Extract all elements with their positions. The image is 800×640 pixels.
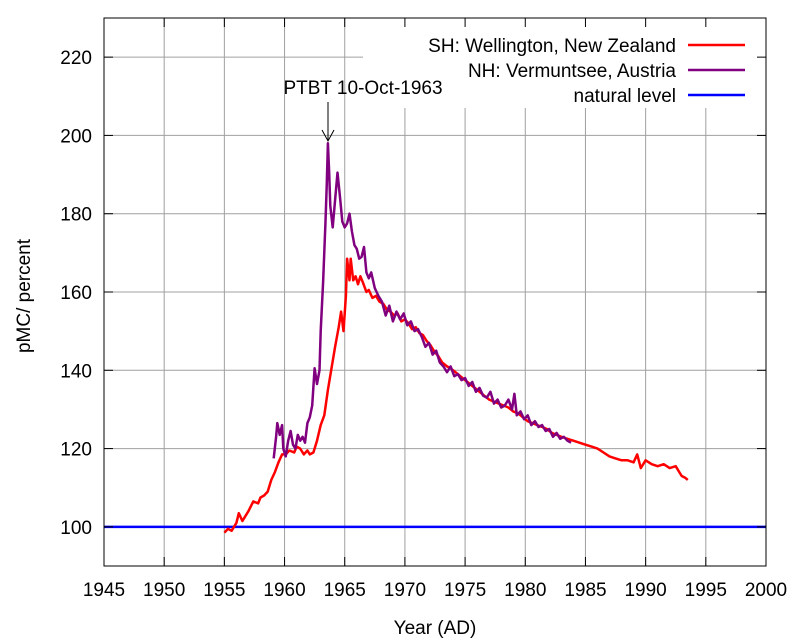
x-tick-label: 2000 bbox=[745, 580, 787, 601]
y-tick-label: 100 bbox=[60, 518, 92, 539]
x-tick-label: 1990 bbox=[624, 580, 666, 601]
y-axis-label: pMC/ percent bbox=[14, 238, 35, 353]
y-tick-label: 140 bbox=[60, 361, 92, 382]
x-tick-label: 1960 bbox=[263, 580, 305, 601]
series-line-sh-wellington-new-zealand bbox=[223, 257, 689, 534]
x-tick-label: 1975 bbox=[444, 580, 486, 601]
annotation-label: PTBT 10-Oct-1963 bbox=[283, 78, 442, 99]
x-tick-label: 1985 bbox=[564, 580, 606, 601]
x-tick-label: 1955 bbox=[203, 580, 245, 601]
x-tick-label: 1945 bbox=[83, 580, 125, 601]
x-tick-label: 1965 bbox=[324, 580, 366, 601]
x-tick-label: 1950 bbox=[143, 580, 185, 601]
axes: 1945 1950 1955 1960 1965 1970 1975 1980 1985 1990… bbox=[60, 18, 787, 601]
y-tick-label: 180 bbox=[60, 205, 92, 226]
legend: SH: Wellington, New Zealand NH: Vermuntse… bbox=[428, 36, 745, 107]
y-tick-label: 200 bbox=[60, 126, 92, 147]
x-tick-label: 1970 bbox=[384, 580, 426, 601]
annotation-arrow-head bbox=[321, 129, 335, 143]
x-tick-label: 1980 bbox=[504, 580, 546, 601]
legend-label-natural-level: natural level bbox=[574, 86, 676, 107]
series-line-nh-vermuntsee-austria bbox=[272, 142, 572, 459]
legend-label-nh-vermuntsee-austria: NH: Vermuntsee, Austria bbox=[468, 61, 676, 82]
series-layer bbox=[104, 142, 766, 534]
y-tick-label: 120 bbox=[60, 440, 92, 461]
annotation: PTBT 10-Oct-1963 bbox=[283, 78, 443, 143]
x-tick-label: 1995 bbox=[685, 580, 727, 601]
x-axis-label: Year (AD) bbox=[394, 618, 477, 639]
y-tick-label: 220 bbox=[60, 48, 92, 69]
legend-label-sh-wellington-new-zealand: SH: Wellington, New Zealand bbox=[428, 36, 676, 57]
y-tick-label: 160 bbox=[60, 283, 92, 304]
